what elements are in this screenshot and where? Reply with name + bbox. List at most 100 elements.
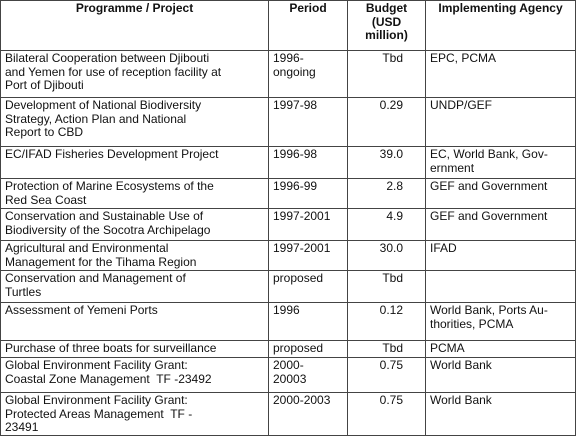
table-row: Protection of Marine Ecosystems of the Re… [0,178,576,209]
header-cell: Budget (USD million) [347,0,426,51]
agency-cell: GEF and Government [425,208,576,241]
cell-text: 1996 [273,303,300,317]
budget-cell: 39.0 [347,146,426,179]
cell-text: Protected Areas Management TF - [5,406,193,421]
programme-cell: Bilateral Cooperation between Djibouti an… [0,50,269,98]
programme-cell: Conservation and Sustainable Use of Biodi… [0,208,269,241]
table-row: Development of National Biodiversity Stra… [0,97,576,147]
cell-text: Red Sea Coast [5,192,87,207]
agency-cell: EPC, PCMA [425,50,576,98]
cell-text: Management for the Tihama Region [5,254,197,269]
table-row: Conservation and Management of Turtles pro… [0,270,576,303]
programme-cell: Protection of Marine Ecosystems of the Re… [0,178,269,209]
cell-text: 1997-98 [273,98,318,112]
budget-cell: 0.12 [347,302,426,341]
programme-cell: Global Environment Facility Grant: Protec… [0,392,269,436]
agency-cell: PCMA [425,340,576,358]
cell-text: 0.75 [379,393,403,407]
agency-cell: UNDP/GEF [425,97,576,147]
table-row: EC/IFAD Fisheries Development Project 199… [0,146,576,179]
cell-text: thorities, PCMA [430,316,514,331]
cell-text: 1996-99 [273,179,318,193]
cell-text: 0.12 [379,303,403,317]
budget-cell: 4.9 [347,208,426,241]
agency-cell: GEF and Government [425,178,576,209]
cell-text: 1997-2001 [273,241,331,255]
cell-text: Purchase of three boats for surveillance [5,341,217,355]
cell-text: Budget [365,1,408,15]
cell-text: Period [289,1,327,15]
cell-text: Global Environment Facility Grant: [5,358,188,372]
cell-text: ongoing [273,64,316,79]
cell-text: 30.0 [379,241,403,255]
agency-cell [425,270,576,303]
programme-cell: Global Environment Facility Grant: Coasta… [0,357,269,393]
period-cell: 2000-2003 [268,392,348,436]
period-cell: 2000- 20003 [268,357,348,393]
period-cell: 1997-2001 [268,240,348,271]
table-row: Global Environment Facility Grant: Coasta… [0,357,576,393]
cell-text: 4.9 [386,209,403,223]
table-row: Purchase of three boats for surveillance… [0,340,576,358]
period-cell: 1996-99 [268,178,348,209]
cell-text: Protection of Marine Ecosystems of the [5,179,214,193]
cell-text: 0.29 [379,98,403,112]
cell-text: Coastal Zone Management TF -23492 [5,371,212,386]
cell-text: EC, World Bank, Gov- [430,147,548,161]
period-cell: proposed [268,270,348,303]
cell-text: UNDP/GEF [430,98,493,112]
header-row: Programme / Project Period Budget (USD milli… [0,0,576,51]
cell-text: Global Environment Facility Grant: [5,393,188,407]
cell-text: 23491 [5,420,39,434]
programme-cell: Conservation and Management of Turtles [0,270,269,303]
cell-text: World Bank [430,393,492,407]
table-row: Bilateral Cooperation between Djibouti an… [0,50,576,98]
header-cell: Programme / Project [0,0,269,51]
table-row: Assessment of Yemeni Ports 1996 0.12 World … [0,302,576,341]
programme-cell: Assessment of Yemeni Ports [0,302,269,341]
cell-text: Conservation and Management of [5,271,186,285]
agency-cell: World Bank [425,392,576,436]
header-cell: Period [268,0,348,51]
cell-text: Strategy, Action Plan and National [5,111,187,126]
cell-text: Tbd [382,51,403,65]
period-cell: 1996- ongoing [268,50,348,98]
cell-text: PCMA [430,341,465,355]
budget-cell: Tbd [347,50,426,98]
agency-cell: EC, World Bank, Gov-ernment [425,146,576,179]
agency-cell: IFAD [425,240,576,271]
cell-text: Tbd [382,341,403,355]
period-cell: 1997-2001 [268,208,348,241]
cell-text: 1996- [273,51,304,65]
cell-text: Agricultural and Environmental [5,241,169,255]
cell-text: Bilateral Cooperation between Djibouti [5,51,210,65]
period-cell: 1997-98 [268,97,348,147]
agency-cell: World Bank, Ports Au-thorities, PCMA [425,302,576,341]
period-cell: 1996-98 [268,146,348,179]
cell-text: 39.0 [379,147,403,161]
cell-text: EC/IFAD Fisheries Development Project [5,147,219,161]
table-row: Global Environment Facility Grant: Protec… [0,392,576,436]
cell-text: 0.75 [379,358,403,372]
cell-text: 2.8 [386,179,403,193]
budget-cell: 2.8 [347,178,426,209]
cell-text: GEF and Government [430,179,548,193]
cell-text: 2000-2003 [273,393,331,407]
cell-text: GEF and Government [430,209,548,223]
budget-cell: 30.0 [347,240,426,271]
budget-cell: Tbd [347,270,426,303]
cell-text: 1996-98 [273,147,318,161]
header-cell: Implementing Agency [425,0,576,51]
cell-text: million) [365,28,408,42]
cell-text: Report to CBD [5,125,84,139]
programme-cell: Purchase of three boats for surveillance [0,340,269,358]
cell-text: Development of National Biodiversity [5,98,202,112]
period-cell: proposed [268,340,348,358]
cell-text: Tbd [382,271,403,285]
cell-text: ernment [430,160,475,175]
cell-text: IFAD [430,241,457,255]
programme-cell: EC/IFAD Fisheries Development Project [0,146,269,179]
programme-cell: Agricultural and Environmental Management… [0,240,269,271]
cell-text: EPC, PCMA [430,51,497,65]
